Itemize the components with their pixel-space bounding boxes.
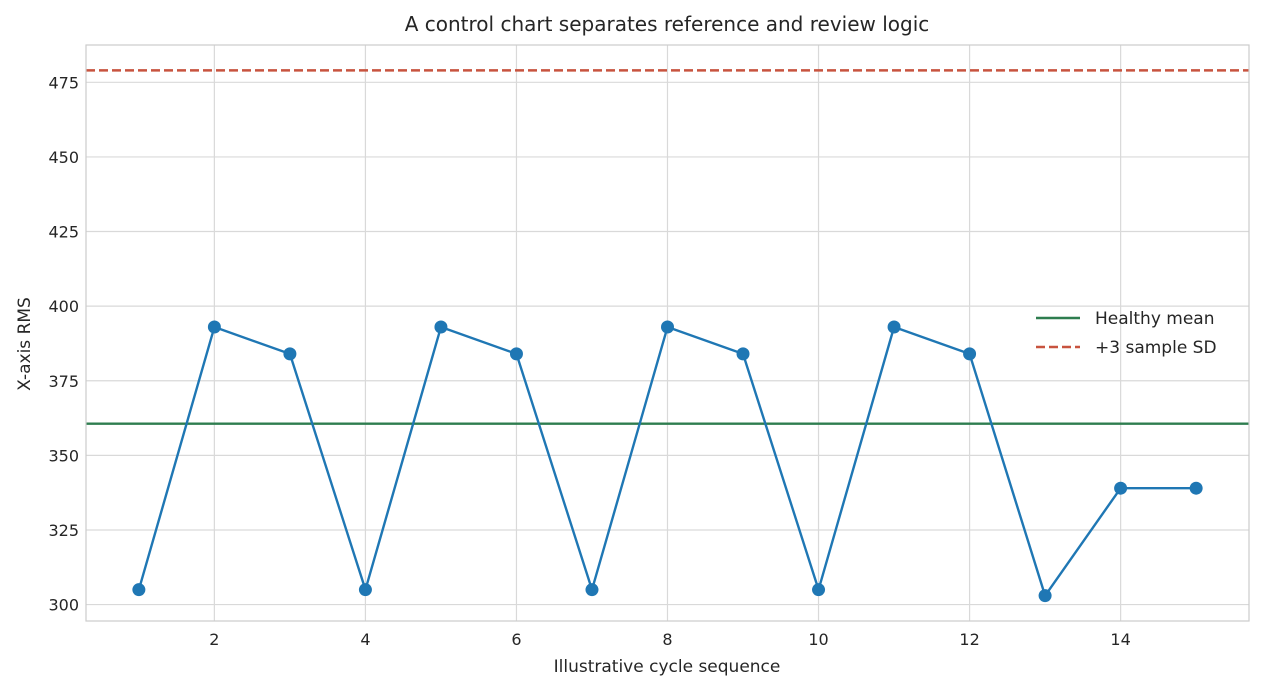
data-point [1038,589,1052,603]
x-axis-title: Illustrative cycle sequence [554,657,781,677]
x-tick-label: 12 [959,630,979,649]
data-point [736,347,750,361]
x-tick-label: 10 [808,630,828,649]
data-point [585,583,599,597]
data-point [812,583,826,597]
grid-layer [86,45,1249,621]
y-tick-label: 475 [48,73,79,92]
legend-label: +3 sample SD [1095,338,1217,358]
data-point [358,583,372,597]
legend-label: Healthy mean [1095,309,1215,329]
x-tick-label: 14 [1110,630,1130,649]
x-tick-label: 4 [360,630,370,649]
data-point [963,347,977,361]
y-tick-label: 300 [48,596,79,615]
data-point [132,583,146,597]
data-point [1189,481,1203,495]
y-tick-label: 425 [48,223,79,242]
series-layer [132,320,1203,603]
y-axis-title: X-axis RMS [15,297,35,391]
chart-title: A control chart separates reference and … [405,12,930,36]
data-point [661,320,674,334]
y-tick-label: 450 [48,148,79,167]
data-point [207,320,221,334]
y-tick-label: 325 [48,521,79,540]
y-tick-label: 400 [48,297,79,316]
legend: Healthy mean +3 sample SD [1036,309,1217,358]
data-point [887,320,901,334]
data-point [509,347,523,361]
reference-lines [86,69,1249,425]
data-point [1114,481,1128,495]
tick-labels: 2 4 6 8 10 12 14 300 325 350 375 400 425 450 475 [48,73,1130,649]
y-tick-label: 350 [48,446,79,465]
data-point [283,347,297,361]
x-tick-label: 2 [209,630,219,649]
data-point [434,320,448,334]
plot-frame [85,44,1250,622]
y-tick-label: 375 [48,372,79,391]
x-tick-label: 6 [511,630,521,649]
x-tick-label: 8 [662,630,672,649]
